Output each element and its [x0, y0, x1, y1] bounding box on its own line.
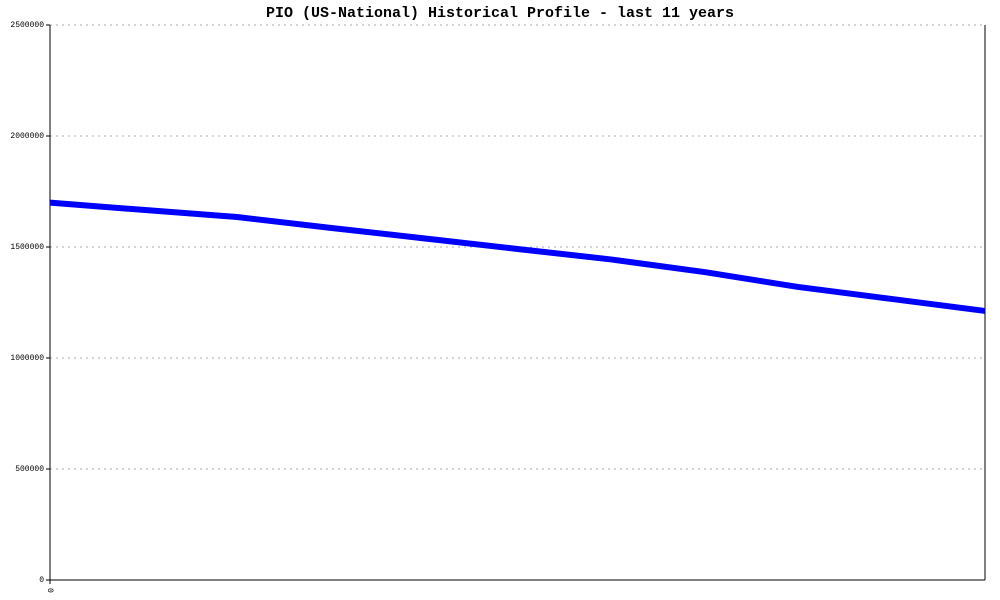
y-tick-label: 0 — [39, 576, 44, 585]
y-tick-label: 1500000 — [10, 243, 44, 252]
chart-title: PIO (US-National) Historical Profile - l… — [266, 5, 734, 22]
y-tick-label: 2000000 — [10, 132, 44, 141]
line — [49, 199, 986, 314]
y-tick-label: 1000000 — [10, 354, 44, 363]
y-tick-label: 500000 — [15, 465, 44, 474]
y-tick-label: 2500000 — [10, 21, 44, 30]
x-tick-label: 0 — [45, 588, 54, 593]
